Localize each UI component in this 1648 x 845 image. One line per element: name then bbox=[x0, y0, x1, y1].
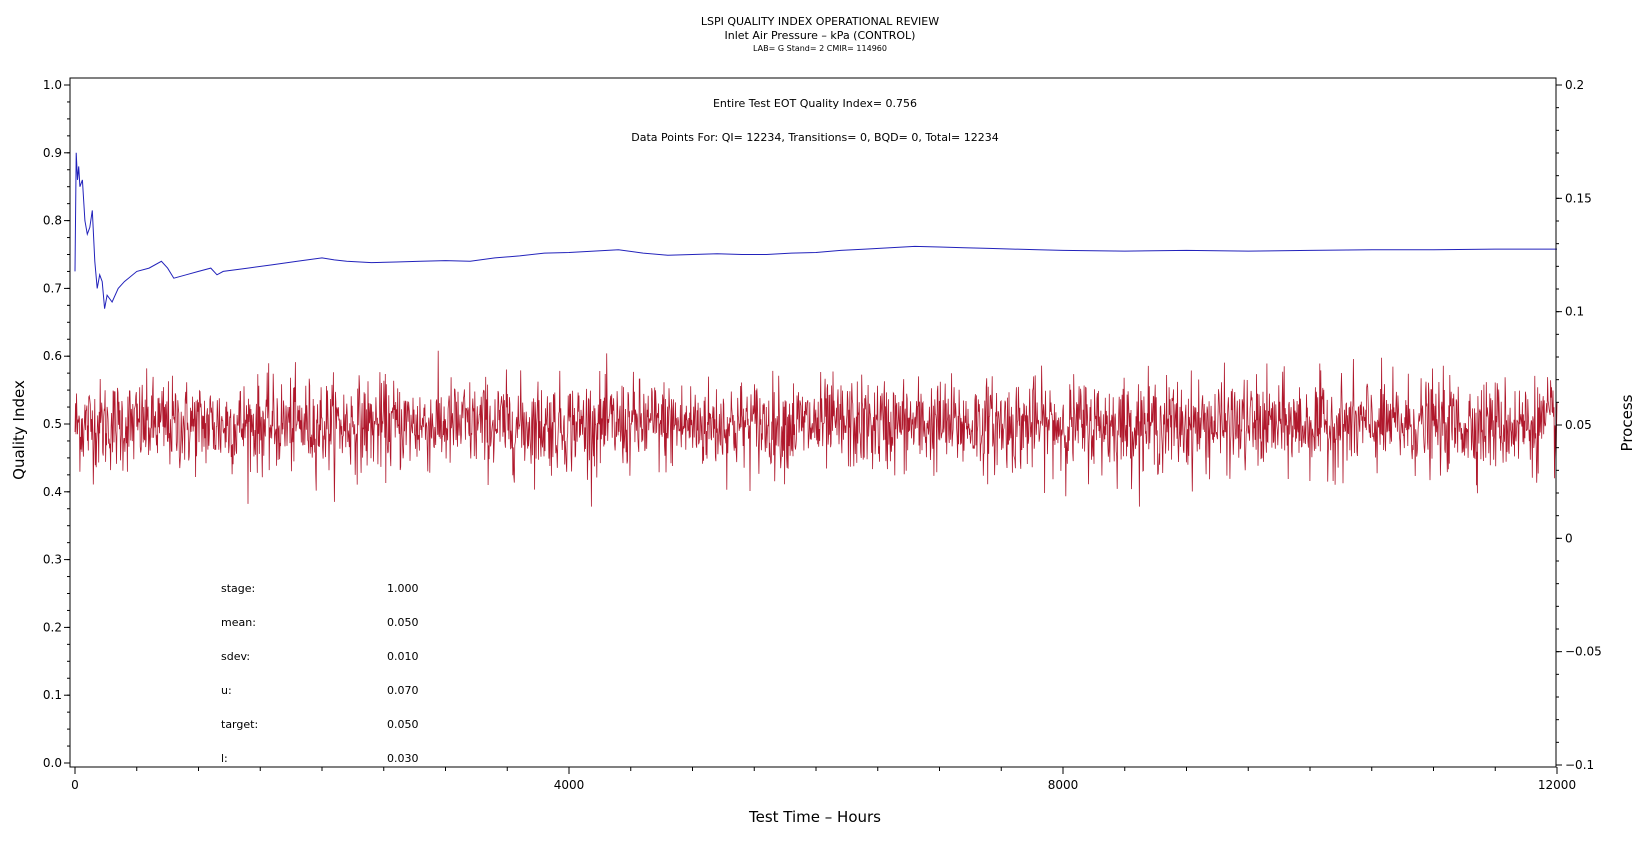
axes: 0.0 0.1 0.2 0.3 0.4 0.5 0.6 0.7 0.8 0.9 1.0 −0.1 −0.… bbox=[43, 77, 1602, 792]
eot-annotation: Entire Test EOT Quality Index= 0.756 bbox=[713, 97, 917, 110]
y-left-tick-label: 0.0 bbox=[43, 756, 62, 770]
y-left-tick-label: 0.9 bbox=[43, 146, 62, 160]
stat-label: u: bbox=[221, 684, 232, 697]
stat-label: l: bbox=[221, 752, 228, 765]
x-tick-label: 12000 bbox=[1538, 778, 1576, 792]
stat-label: stage: bbox=[221, 582, 255, 595]
stat-value: 0.010 bbox=[387, 650, 419, 663]
x-tick-label: 8000 bbox=[1048, 778, 1079, 792]
chart-subtitle-lab: LAB= G Stand= 2 CMIR= 114960 bbox=[753, 44, 887, 53]
x-tick-label: 0 bbox=[71, 778, 79, 792]
chart-title: LSPI QUALITY INDEX OPERATIONAL REVIEW bbox=[701, 15, 939, 28]
y-right-tick-label: 0.15 bbox=[1565, 191, 1592, 205]
points-annotation: Data Points For: QI= 12234, Transitions=… bbox=[631, 131, 999, 144]
stat-label: sdev: bbox=[221, 650, 250, 663]
y-right-tick-label: 0 bbox=[1565, 531, 1573, 545]
chart-subtitle: Inlet Air Pressure – kPa (CONTROL) bbox=[725, 29, 916, 42]
y-left-tick-label: 0.6 bbox=[43, 349, 62, 363]
y-left-tick-label: 0.3 bbox=[43, 553, 62, 567]
stat-value: 0.050 bbox=[387, 616, 419, 629]
stats-block: stage: 1.000 mean: 0.050 sdev: 0.010 u: 0.070 ta… bbox=[221, 582, 419, 765]
y-left-tick-label: 0.1 bbox=[43, 688, 62, 702]
y-right-tick-label: 0.1 bbox=[1565, 305, 1584, 319]
x-axis-label: Test Time – Hours bbox=[748, 808, 881, 826]
stat-value: 0.030 bbox=[387, 752, 419, 765]
series-line-quality-index bbox=[74, 152, 1557, 309]
stat-value: 0.070 bbox=[387, 684, 419, 697]
y-left-tick-label: 0.2 bbox=[43, 620, 62, 634]
y-right-tick-label: −0.1 bbox=[1565, 758, 1594, 772]
y-right-tick-label: 0.05 bbox=[1565, 418, 1592, 432]
y-right-tick-label: 0.2 bbox=[1565, 78, 1584, 92]
y-left-tick-label: 1.0 bbox=[43, 78, 62, 92]
y-right-tick-label: −0.05 bbox=[1565, 645, 1602, 659]
series-line-process bbox=[74, 350, 1558, 507]
series-quality-index bbox=[74, 152, 1557, 309]
y-left-tick-label: 0.8 bbox=[43, 214, 62, 228]
stat-value: 1.000 bbox=[387, 582, 419, 595]
stat-label: mean: bbox=[221, 616, 256, 629]
plot-frame bbox=[69, 77, 1557, 768]
stat-label: target: bbox=[221, 718, 258, 731]
stat-value: 0.050 bbox=[387, 718, 419, 731]
x-tick-label: 4000 bbox=[554, 778, 585, 792]
y-left-tick-label: 0.4 bbox=[43, 485, 62, 499]
y-left-tick-label: 0.7 bbox=[43, 281, 62, 295]
y-axis-label-left: Quality Index bbox=[10, 380, 28, 480]
series-process bbox=[74, 350, 1558, 507]
y-axis-label-right: Process bbox=[1618, 394, 1636, 451]
y-left-tick-label: 0.5 bbox=[43, 417, 62, 431]
